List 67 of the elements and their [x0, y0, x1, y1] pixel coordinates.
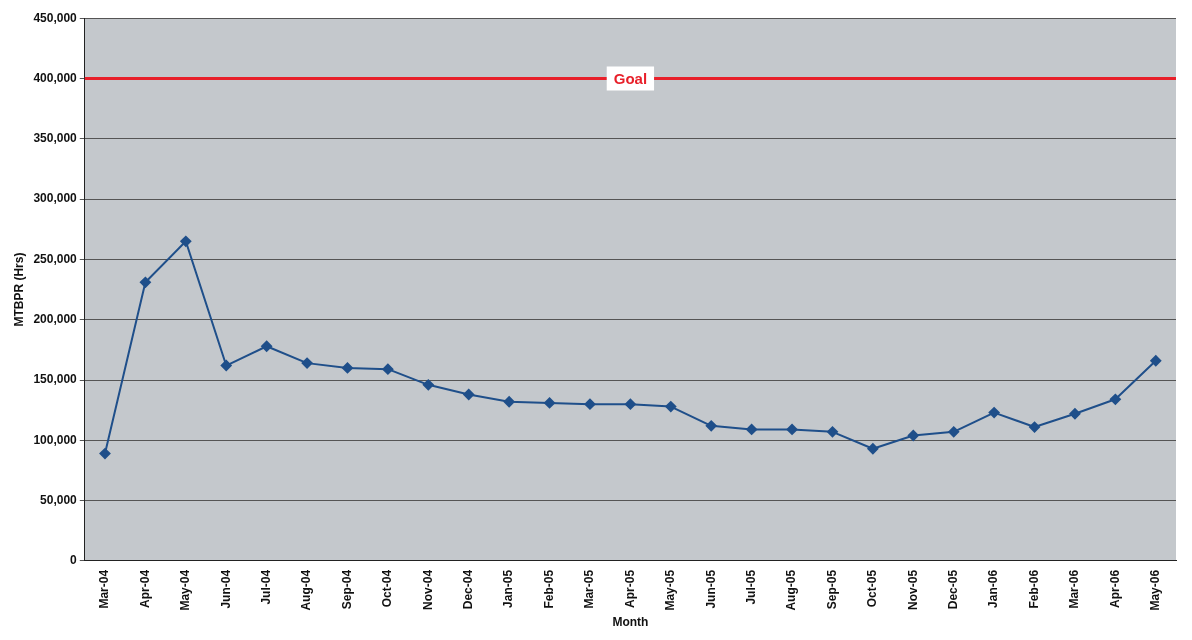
x-tick-label: Mar-04 — [97, 569, 112, 609]
point — [584, 398, 596, 410]
x-tick-label: Sep-04 — [339, 569, 354, 610]
y-tick-label: 150,000 — [33, 372, 78, 387]
x-tick-label: Feb-06 — [1026, 569, 1041, 609]
x-tick-label: Jan-05 — [501, 569, 516, 608]
x-tick-label: Jun-04 — [218, 569, 233, 609]
y-axis-title: MTBPR (Hrs) — [11, 252, 26, 327]
y-tick-label: 0 — [70, 553, 78, 568]
ref-line-label: Goal — [613, 69, 648, 87]
point — [1109, 393, 1121, 405]
x-tick-label: Sep-05 — [824, 569, 839, 610]
x-tick-label: Nov-05 — [905, 569, 920, 610]
point — [544, 397, 556, 409]
x-tick-label: Jul-04 — [258, 569, 273, 605]
x-tick-label: Oct-04 — [380, 569, 395, 608]
point — [786, 423, 798, 435]
x-tick-label: Apr-05 — [622, 569, 637, 608]
y-tick-label: 200,000 — [33, 312, 78, 327]
x-tick-label: Dec-05 — [946, 569, 961, 610]
point — [746, 423, 758, 435]
point — [139, 276, 151, 288]
y-tick-label: 400,000 — [33, 70, 78, 85]
point — [503, 396, 515, 408]
point — [220, 360, 232, 372]
point — [422, 379, 434, 391]
x-tick-label: Mar-06 — [1067, 569, 1082, 609]
x-tick-label: Aug-04 — [299, 569, 314, 611]
point — [988, 407, 1000, 419]
x-tick-label: Apr-06 — [1107, 569, 1122, 608]
x-tick-label: Nov-04 — [420, 569, 435, 610]
point — [463, 388, 475, 400]
point — [867, 443, 879, 455]
point — [180, 235, 192, 247]
point — [665, 401, 677, 413]
y-tick-label: 250,000 — [33, 251, 78, 266]
x-tick-label: Apr-04 — [137, 569, 152, 608]
x-tick-label: May-04 — [178, 569, 193, 611]
x-tick-label: May-06 — [1148, 569, 1163, 611]
x-tick-label: Oct-05 — [865, 569, 880, 608]
point — [1150, 355, 1162, 367]
point — [826, 426, 838, 438]
y-tick-label: 50,000 — [40, 492, 78, 507]
point — [1029, 421, 1041, 433]
x-tick-label: Jan-06 — [986, 569, 1001, 608]
x-tick-label: Aug-05 — [784, 569, 799, 611]
x-tick-label: Dec-04 — [461, 569, 476, 610]
point — [624, 398, 636, 410]
y-tick-label: 300,000 — [33, 191, 78, 206]
point — [99, 448, 111, 460]
x-tick-label: Jul-05 — [743, 569, 758, 605]
point — [341, 362, 353, 374]
point — [301, 357, 313, 369]
point — [907, 429, 919, 441]
x-tick-label: Feb-05 — [541, 569, 556, 609]
x-tick-label: May-05 — [663, 569, 678, 611]
point — [1069, 408, 1081, 420]
point — [382, 363, 394, 375]
y-tick-label: 350,000 — [33, 131, 78, 146]
y-tick-label: 100,000 — [33, 432, 78, 447]
x-tick-label: Jun-05 — [703, 569, 718, 609]
x-axis-title: Month — [612, 615, 649, 630]
y-tick-label: 450,000 — [33, 10, 78, 25]
point — [948, 426, 960, 438]
point — [261, 340, 273, 352]
point — [705, 420, 717, 432]
x-tick-label: Mar-05 — [582, 569, 597, 609]
